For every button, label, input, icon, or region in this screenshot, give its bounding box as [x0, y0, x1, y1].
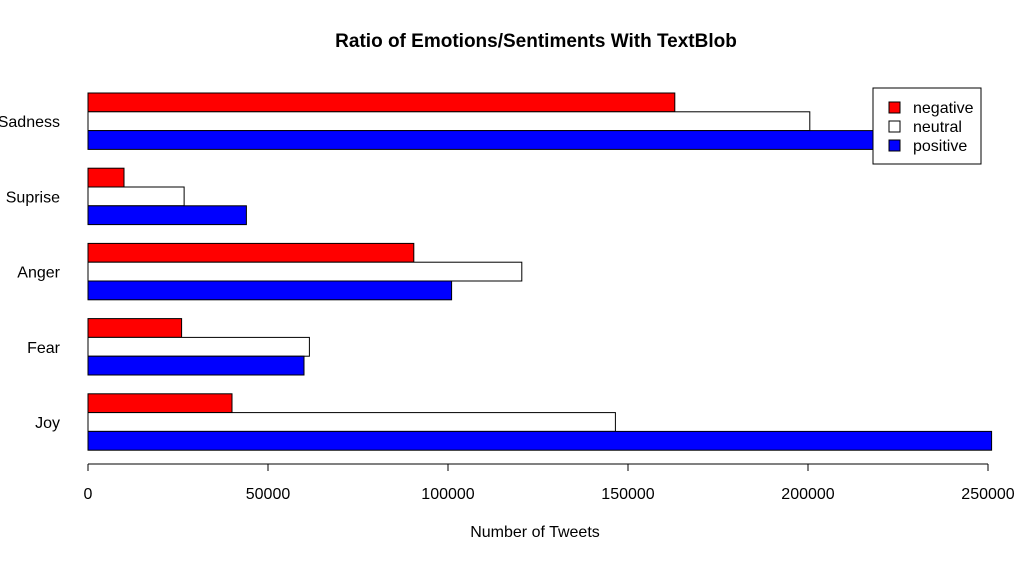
x-tick-label: 250000: [961, 486, 1014, 503]
bar-joy-neutral: [87, 412, 616, 432]
bar-fear-negative: [87, 318, 183, 338]
x-tick-label: 50000: [246, 486, 291, 503]
bar-anger-neutral: [87, 261, 523, 282]
bar-fear-neutral: [87, 336, 310, 357]
y-tick-label: Suprise: [6, 189, 60, 206]
bar-joy-positive: [87, 430, 993, 451]
x-ticks: 0 50000 100000 150000 200000 250000: [84, 464, 1015, 503]
legend-label-negative: negative: [913, 100, 974, 117]
y-tick-label: Fear: [27, 340, 61, 357]
bar-fear-positive: [87, 355, 305, 376]
bars: [87, 92, 993, 451]
legend-swatch-positive: [888, 139, 901, 152]
legend-swatch-negative: [888, 101, 901, 114]
bar-suprise-neutral: [87, 186, 185, 207]
x-tick-label: 150000: [601, 486, 654, 503]
y-tick-label: Joy: [35, 415, 60, 432]
bar-suprise-positive: [87, 205, 247, 226]
legend-swatch-neutral: [888, 120, 901, 133]
y-tick-label: Sadness: [0, 114, 60, 131]
bar-sadness-positive: [87, 130, 903, 150]
x-axis: 0 50000 100000 150000 200000 250000: [84, 463, 1015, 503]
legend: negative neutral positive: [872, 87, 982, 165]
bar-suprise-negative: [87, 167, 125, 188]
bar-sadness-neutral: [87, 111, 811, 132]
chart-title: Ratio of Emotions/Sentiments With TextBl…: [335, 31, 737, 52]
x-tick-label: 200000: [781, 486, 834, 503]
bar-anger-negative: [87, 242, 415, 263]
legend-label-neutral: neutral: [913, 119, 962, 136]
x-axis-label: Number of Tweets: [470, 524, 600, 541]
y-tick-label: Anger: [17, 265, 60, 282]
x-tick-label: 100000: [421, 486, 474, 503]
bar-joy-negative: [87, 393, 233, 414]
y-axis-labels: Joy Fear Anger Suprise Sadness: [0, 114, 61, 432]
bar-sadness-negative: [87, 92, 676, 113]
bar-anger-positive: [87, 280, 453, 301]
x-tick-label: 0: [84, 486, 93, 503]
legend-label-positive: positive: [913, 138, 967, 155]
